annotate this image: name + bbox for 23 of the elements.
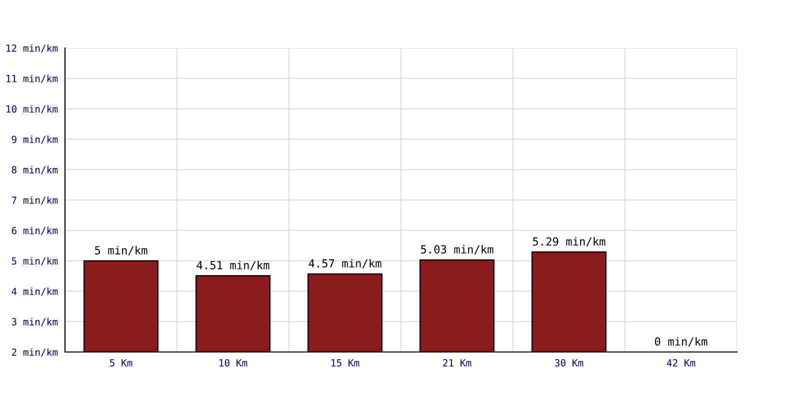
data-label: 4.51 min/km <box>196 260 270 270</box>
data-label: 5.03 min/km <box>420 244 494 254</box>
y-tick-label: 4 min/km <box>12 288 58 296</box>
text: 0 min/km <box>654 337 708 347</box>
y-tick-label: 7 min/km <box>12 196 58 205</box>
y-tick-label: 9 min/km <box>12 136 58 144</box>
x-tick-label: 21 Km <box>443 359 472 366</box>
y-tick-label: 5 min/km <box>12 257 58 266</box>
x-tick-label: 30 Km <box>555 359 584 367</box>
y-tick-label: 11 min/km <box>6 74 58 84</box>
x-tick-label: 42 Km <box>666 359 696 366</box>
x-tick-label: 15 Km <box>332 359 360 367</box>
y-tick-label: 10 min/km <box>6 105 58 114</box>
y-tick-label: 12 min/km <box>6 44 58 53</box>
data-label: 5 min/km <box>95 246 148 256</box>
x-tick-label: 5 Km <box>110 359 132 367</box>
y-tick-label: 8 min/km <box>12 166 58 174</box>
data-label: 4.57 min/km <box>308 258 382 268</box>
data-label: 5.29 min/km <box>532 237 606 247</box>
y-tick-label: 6 min/km <box>12 226 58 236</box>
x-tick-label: 10 Km <box>220 359 248 367</box>
y-tick-label: 3 min/km <box>12 318 58 326</box>
y-tick-label: 2 min/km <box>12 348 58 357</box>
